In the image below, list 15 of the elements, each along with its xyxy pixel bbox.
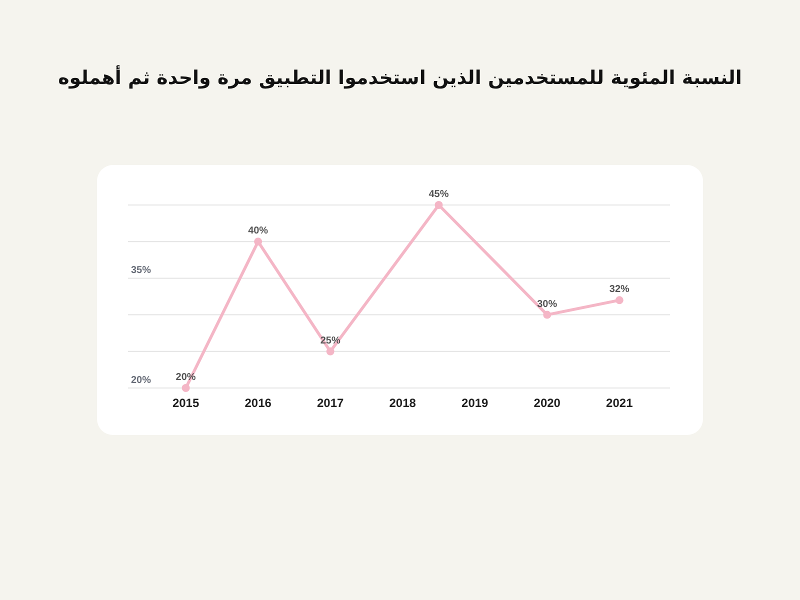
x-tick-label: 2019 [462,396,489,410]
y-tick-label: 35% [130,265,152,276]
x-tick-label: 2017 [316,396,344,410]
x-tick-label: 2020 [534,396,561,410]
x-tick-label: 2015 [172,396,200,410]
data-label: 32% [609,284,630,296]
chart-title: النسبة المئوية للمستخدمين الذين استخدموا التطبيق مرة واحدة ثم أهملوه [58,65,742,89]
x-tick-label: 2016 [244,396,272,410]
data-label: 45% [428,189,449,200]
data-label: 40% [248,226,268,237]
data-label: 25% [320,335,340,346]
data-label: 20% [176,372,196,383]
x-tick-label: 2018 [389,396,416,410]
x-tick-label: 2021 [606,396,634,410]
data-label: 30% [537,298,558,310]
